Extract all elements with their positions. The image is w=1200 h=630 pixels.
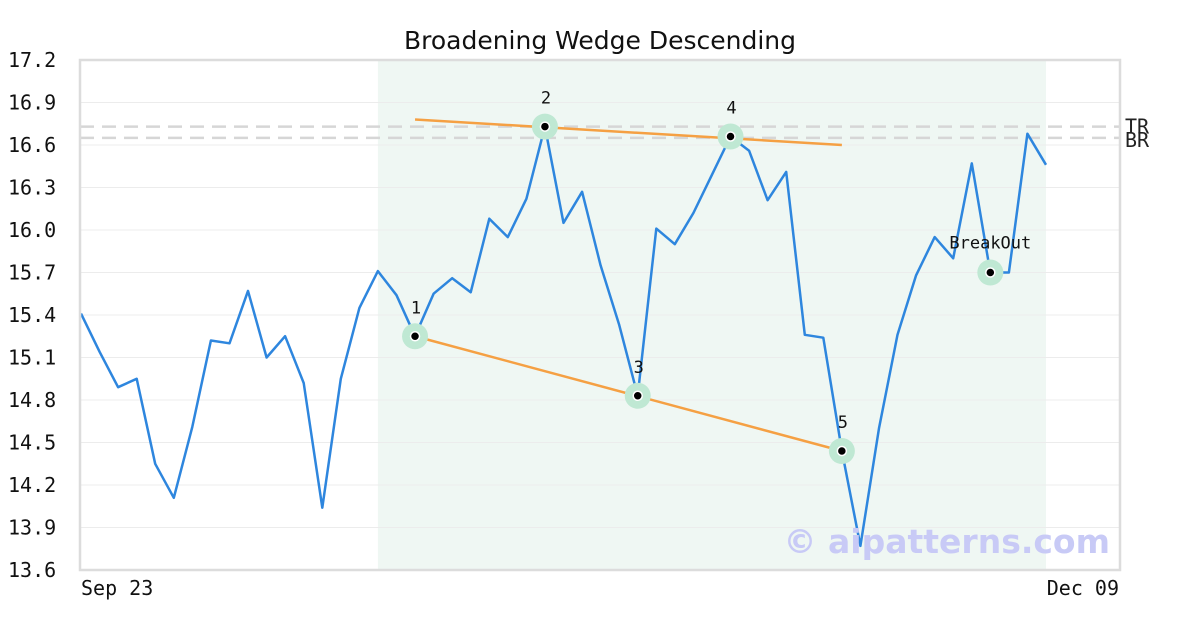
reference-label-tr: TR (1125, 115, 1150, 139)
pivot-label: 2 (541, 89, 551, 109)
reference-lines (80, 125, 1120, 140)
y-tick-label: 14.5 (8, 431, 56, 455)
series (79, 125, 1048, 548)
pivot-point (836, 445, 848, 457)
x-tick-label: Dec 09 (1047, 576, 1119, 600)
y-tick-label: 13.9 (8, 516, 56, 540)
trendline (414, 118, 842, 147)
chart-title: Broadening Wedge Descending (404, 26, 796, 55)
plot-frame (78, 58, 1122, 572)
y-tick-label: 16.9 (8, 91, 56, 115)
y-tick-label: 15.1 (8, 346, 56, 370)
y-tick-label: 13.6 (8, 558, 56, 582)
pivot-point (725, 131, 736, 142)
y-tick-label: 16.3 (8, 176, 56, 200)
pivot-label: 3 (634, 358, 644, 378)
pivot-point (409, 331, 421, 342)
pivot-label: 4 (726, 99, 736, 119)
grid (80, 59, 1120, 571)
y-tick-label: 14.2 (8, 473, 56, 497)
y-tick-label: 15.4 (8, 303, 56, 327)
y-tick-label: 14.8 (8, 388, 56, 412)
watermark: © aipatterns.com (784, 522, 1110, 561)
pivots: 1 2 3 4 5 BreakOut (402, 89, 1031, 464)
pivot-label: 1 (411, 298, 421, 318)
breakout-label: BreakOut (949, 234, 1031, 254)
y-tick-label: 16.0 (8, 218, 56, 242)
pivot-point (985, 267, 996, 278)
axes: 13.6 13.9 14.2 14.5 14.8 15.1 15.4 15.7 16.0 16.3… (8, 48, 1119, 600)
pivot-point (539, 121, 551, 132)
pivot-point (632, 390, 643, 401)
y-tick-label: 17.2 (8, 48, 56, 72)
price-line (79, 125, 1048, 548)
pivot-label: 5 (838, 413, 848, 433)
y-tick-label: 16.6 (8, 133, 56, 157)
x-tick-label: Sep 23 (81, 576, 153, 600)
y-tick-label: 15.7 (8, 261, 56, 285)
reference-label-br: BR (1125, 128, 1150, 152)
